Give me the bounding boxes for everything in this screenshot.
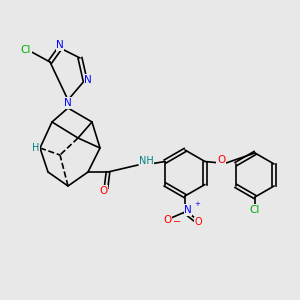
Text: +: + <box>194 201 200 207</box>
Text: O: O <box>217 155 225 165</box>
Text: O: O <box>194 217 202 227</box>
Text: N: N <box>56 40 64 50</box>
Text: −: − <box>173 217 181 227</box>
Text: N: N <box>64 98 72 108</box>
Text: N: N <box>84 75 92 85</box>
Text: Cl: Cl <box>250 205 260 215</box>
Text: N: N <box>184 205 192 215</box>
Text: H: H <box>32 143 40 153</box>
Text: Cl: Cl <box>21 45 31 55</box>
Text: NH: NH <box>139 156 154 166</box>
Text: O: O <box>163 215 171 225</box>
Text: O: O <box>99 186 107 196</box>
